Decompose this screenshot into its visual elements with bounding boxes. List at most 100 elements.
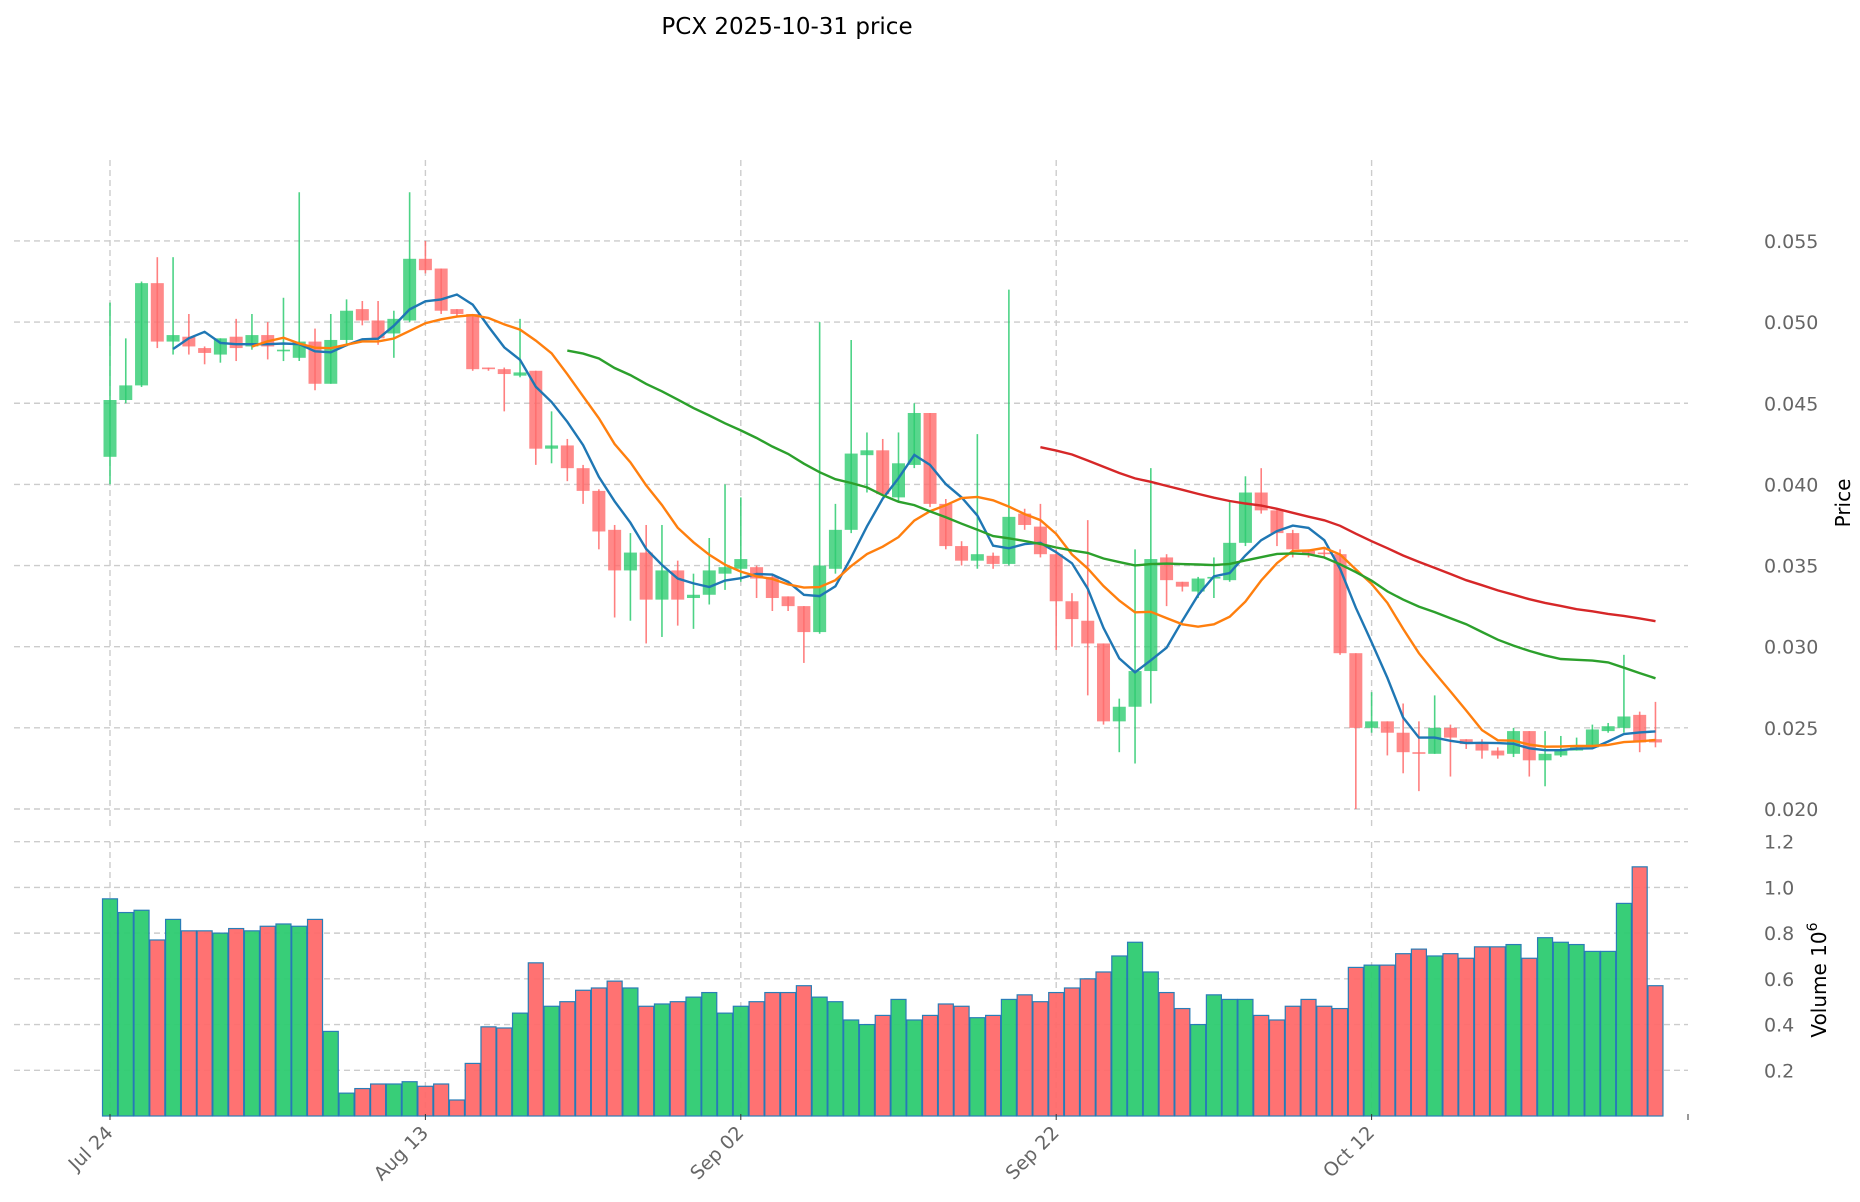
candle-down bbox=[529, 370, 543, 449]
candle-up bbox=[1002, 516, 1016, 564]
candle-down bbox=[182, 336, 196, 347]
volume-bar bbox=[1079, 978, 1096, 1117]
volume-bar bbox=[1473, 946, 1491, 1117]
candle-up bbox=[513, 372, 527, 376]
volume-bar bbox=[1584, 950, 1601, 1117]
volume-bar bbox=[1395, 953, 1412, 1117]
candle-down bbox=[781, 596, 795, 607]
candles bbox=[103, 192, 1662, 809]
volume-bar bbox=[338, 1092, 355, 1117]
volume-bar bbox=[827, 1001, 844, 1117]
candle-up bbox=[655, 570, 669, 600]
volume-bar bbox=[1205, 994, 1223, 1117]
volume-bar bbox=[1647, 985, 1664, 1117]
candle-down bbox=[939, 503, 953, 547]
price-tick-label: 0.045 bbox=[1764, 393, 1818, 415]
candle-down bbox=[876, 450, 890, 495]
candle-up bbox=[892, 463, 905, 498]
volume-bar bbox=[164, 918, 182, 1117]
volume-bar bbox=[196, 930, 213, 1117]
volume-bar bbox=[354, 1087, 371, 1117]
candle-down bbox=[592, 490, 606, 532]
x-tick-label: Aug 13 bbox=[370, 1122, 433, 1185]
volume-bar bbox=[1331, 1007, 1349, 1117]
candle-up bbox=[103, 400, 117, 457]
price-tick-label: 0.030 bbox=[1764, 637, 1818, 659]
candle-up bbox=[1238, 492, 1252, 543]
candle-down bbox=[150, 283, 164, 342]
candle-up bbox=[119, 385, 133, 401]
candle-up bbox=[1554, 750, 1568, 756]
ma-line-10 bbox=[251, 313, 1656, 748]
volume-bar bbox=[1190, 1023, 1207, 1117]
candle-down bbox=[497, 369, 511, 375]
candle-down bbox=[639, 552, 653, 600]
volume-bar bbox=[1379, 964, 1396, 1117]
x-tick-label: Sep 02 bbox=[686, 1122, 748, 1184]
volume-bar bbox=[1442, 953, 1459, 1117]
volume-bar bbox=[1316, 1005, 1333, 1117]
volume-label-text: Volume 10 bbox=[1807, 931, 1831, 1037]
candle-down bbox=[797, 606, 811, 633]
ma-line-30 bbox=[567, 349, 1656, 680]
price-axis-label: Price bbox=[1831, 479, 1855, 528]
volume-tick-label: 0.4 bbox=[1764, 1015, 1794, 1037]
price-tick-label: 0.050 bbox=[1764, 312, 1818, 334]
volume-bar bbox=[322, 1030, 339, 1117]
volume-tick-label: 1.0 bbox=[1764, 877, 1794, 899]
volume-bar bbox=[1300, 998, 1317, 1117]
volume-bar bbox=[1268, 1019, 1286, 1117]
volume-bar bbox=[906, 1019, 923, 1117]
candle-up bbox=[1365, 721, 1379, 728]
volume-bar bbox=[1063, 987, 1081, 1117]
volume-bar bbox=[1363, 964, 1380, 1117]
candle-down bbox=[1065, 601, 1079, 620]
volume-bar bbox=[511, 1012, 529, 1117]
volume-bar bbox=[480, 1026, 497, 1117]
volume-bar bbox=[606, 980, 623, 1117]
volume-bar bbox=[448, 1099, 466, 1117]
candle-up bbox=[623, 552, 637, 571]
x-tick-label: Jul 24 bbox=[64, 1122, 118, 1176]
volume-bar bbox=[732, 1005, 749, 1117]
volume-bar bbox=[559, 1001, 576, 1117]
x-tick-label: Sep 22 bbox=[1001, 1122, 1063, 1184]
candle-up bbox=[276, 349, 290, 352]
volume-bar bbox=[1552, 941, 1569, 1117]
candle-up bbox=[166, 335, 180, 342]
candle-up bbox=[545, 445, 559, 449]
volume-tick-label: 0.6 bbox=[1764, 969, 1794, 991]
volume-bar bbox=[937, 1003, 954, 1117]
volume-bar bbox=[701, 991, 718, 1117]
volume-bar bbox=[811, 996, 828, 1117]
candle-down bbox=[1033, 526, 1047, 555]
candle-up bbox=[813, 565, 827, 633]
volume-bar bbox=[985, 1014, 1002, 1117]
volume-bar bbox=[1505, 943, 1522, 1117]
candle-up bbox=[1617, 716, 1631, 728]
volume-bar bbox=[1615, 902, 1633, 1117]
volume-bar bbox=[401, 1081, 418, 1117]
candle-down bbox=[1317, 552, 1331, 555]
candle-down bbox=[765, 576, 779, 599]
moving-average-lines bbox=[172, 293, 1656, 752]
volume-bar bbox=[1253, 1014, 1270, 1117]
candle-up bbox=[245, 335, 259, 347]
candle-down bbox=[1286, 533, 1300, 550]
volume-bar bbox=[228, 927, 245, 1117]
volume-bar bbox=[795, 985, 812, 1117]
candle-up bbox=[1538, 753, 1552, 761]
candle-down bbox=[434, 268, 448, 311]
x-tick-label: Oct 12 bbox=[1319, 1122, 1379, 1182]
candle-down bbox=[1270, 510, 1284, 534]
candle-up bbox=[1585, 729, 1599, 748]
candle-down bbox=[560, 445, 574, 469]
volume-bar bbox=[1048, 991, 1065, 1117]
volume-bar bbox=[1458, 957, 1475, 1117]
ma-line-5 bbox=[172, 293, 1656, 752]
volume-bar bbox=[574, 989, 592, 1117]
candle-down bbox=[955, 546, 969, 561]
volume-bar bbox=[369, 1083, 387, 1117]
candle-down bbox=[1412, 752, 1426, 754]
candle-down bbox=[576, 468, 590, 491]
